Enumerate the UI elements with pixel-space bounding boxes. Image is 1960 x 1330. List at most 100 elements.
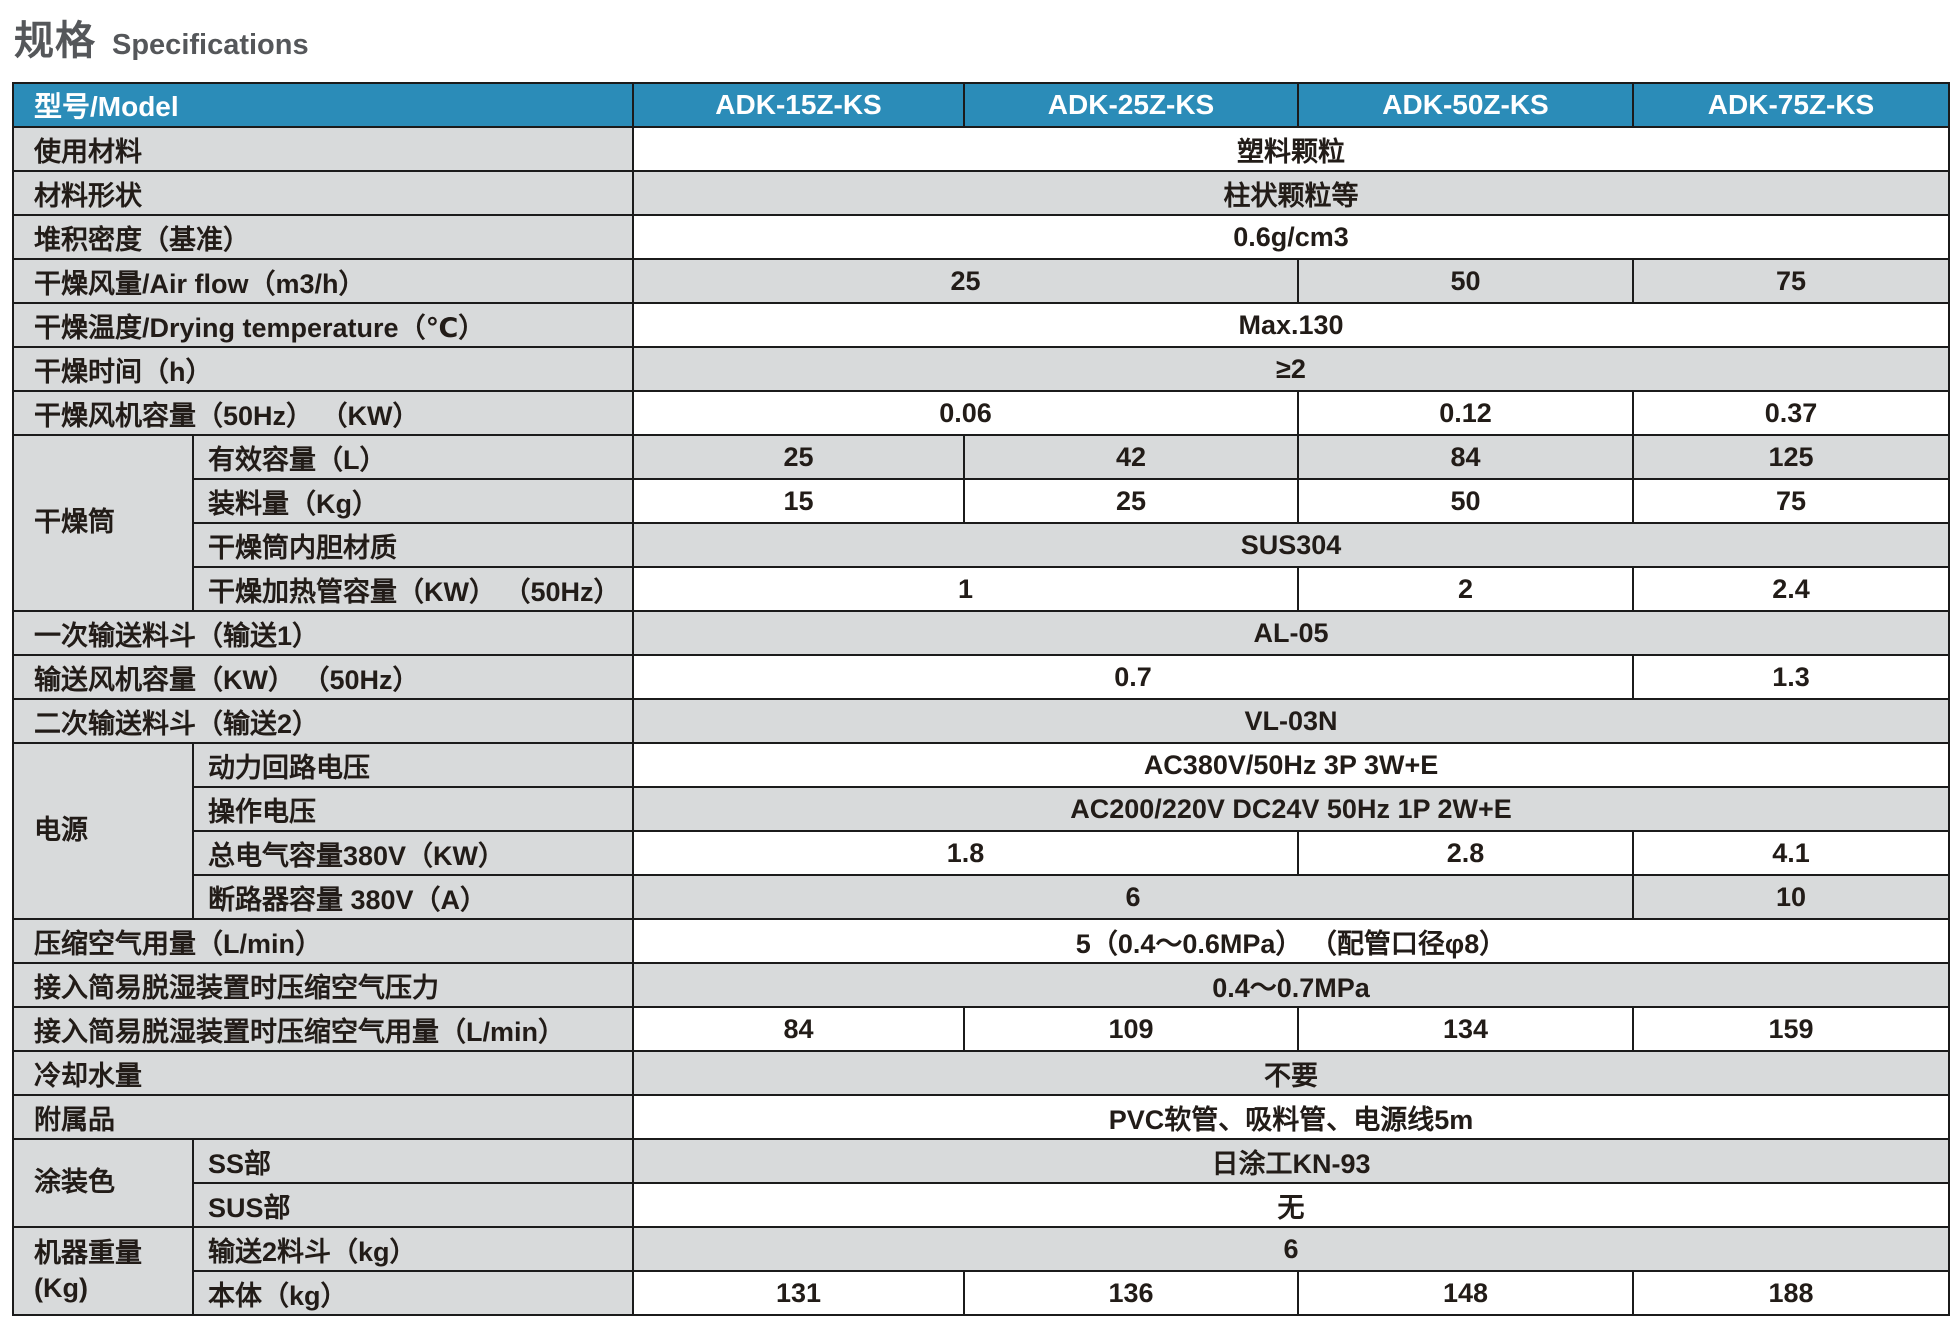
- spec-value: 50: [1297, 258, 1635, 304]
- spec-value: 188: [1632, 1270, 1951, 1316]
- header-model-label: 型号/Model: [11, 82, 635, 128]
- table-row: 输送风机容量（KW） （50Hz） 0.7 1.3: [11, 654, 1951, 700]
- spec-value: AC200/220V DC24V 50Hz 1P 2W+E: [632, 786, 1951, 832]
- table-row: 使用材料 塑料颗粒: [11, 126, 1951, 172]
- table-row: 干燥风量/Air flow（m3/h） 25 50 75: [11, 258, 1951, 304]
- spec-value: 131: [632, 1270, 966, 1316]
- spec-value: 42: [963, 434, 1300, 480]
- spec-label: 接入简易脱湿装置时压缩空气压力: [11, 962, 635, 1008]
- spec-value: 25: [632, 434, 966, 480]
- table-row: 材料形状 柱状颗粒等: [11, 170, 1951, 216]
- spec-sublabel: 干燥筒内胆材质: [191, 522, 635, 568]
- spec-value: 25: [632, 258, 1300, 304]
- spec-value: 2: [1297, 566, 1635, 612]
- spec-value: 84: [1297, 434, 1635, 480]
- spec-value: 134: [1297, 1006, 1635, 1052]
- spec-value: 109: [963, 1006, 1300, 1052]
- spec-sublabel: 操作电压: [191, 786, 635, 832]
- table-row: 附属品 PVC软管、吸料管、电源线5m: [11, 1094, 1951, 1140]
- table-row: 干燥筒 有效容量（L） 25 42 84 125: [12, 434, 1951, 612]
- header-model-adk-50z-ks: ADK-50Z-KS: [1297, 82, 1635, 128]
- page-title: 规格 Specifications: [14, 8, 1960, 66]
- spec-value: 1.8: [632, 830, 1300, 876]
- spec-value: 75: [1632, 478, 1951, 524]
- spec-value: AL-05: [632, 610, 1951, 656]
- table-row: 机器重量 (Kg) 输送2料斗（kg） 6: [12, 1226, 1951, 1316]
- table-row: 接入简易脱湿装置时压缩空气用量（L/min） 84 109 134 159: [11, 1006, 1951, 1052]
- table-row: 本体（kg） 131 136 148 188: [13, 1270, 1951, 1316]
- spec-value: 2.4: [1632, 566, 1951, 612]
- table-row: 装料量（Kg） 15 25 50 75: [13, 478, 1951, 524]
- spec-value: 0.37: [1632, 390, 1951, 436]
- spec-label: 使用材料: [11, 126, 635, 172]
- spec-value: 84: [632, 1006, 966, 1052]
- page-title-zh: 规格: [14, 19, 96, 63]
- spec-sublabel: 有效容量（L）: [191, 434, 635, 480]
- table-row: 二次输送料斗（输送2） VL-03N: [11, 698, 1951, 744]
- spec-label: 干燥风量/Air flow（m3/h）: [11, 258, 635, 304]
- spec-sublabel: SUS部: [191, 1182, 635, 1228]
- spec-value: SUS304: [632, 522, 1951, 568]
- spec-label: 输送风机容量（KW） （50Hz）: [11, 654, 635, 700]
- spec-value: PVC软管、吸料管、电源线5m: [632, 1094, 1951, 1140]
- spec-value: 148: [1297, 1270, 1635, 1316]
- spec-label: 附属品: [11, 1094, 635, 1140]
- group-label-power: 电源: [12, 742, 194, 920]
- spec-label: 干燥时间（h）: [11, 346, 635, 392]
- spec-label: 二次输送料斗（输送2）: [11, 698, 635, 744]
- specifications-table: 型号/Model ADK-15Z-KS ADK-25Z-KS ADK-50Z-K…: [11, 82, 1951, 1316]
- table-row: 压缩空气用量（L/min） 5（0.4～0.6MPa） （配管口径φ8）: [11, 918, 1951, 964]
- spec-value: 50: [1297, 478, 1635, 524]
- table-header-row: 型号/Model ADK-15Z-KS ADK-25Z-KS ADK-50Z-K…: [11, 82, 1951, 128]
- table-row: 断路器容量 380V（A） 6 10: [13, 874, 1951, 920]
- group-label-dryer: 干燥筒: [12, 434, 194, 612]
- table-row: 干燥温度/Drying temperature（℃） Max.130: [11, 302, 1951, 348]
- page-title-en: Specifications: [112, 29, 309, 61]
- spec-value: ≥2: [632, 346, 1951, 392]
- spec-value: 塑料颗粒: [632, 126, 1951, 172]
- spec-value: 2.8: [1297, 830, 1635, 876]
- table-row: 操作电压 AC200/220V DC24V 50Hz 1P 2W+E: [13, 786, 1951, 832]
- spec-label: 接入简易脱湿装置时压缩空气用量（L/min）: [11, 1006, 635, 1052]
- spec-value: 6: [632, 874, 1635, 920]
- table-row: 接入简易脱湿装置时压缩空气压力 0.4～0.7MPa: [11, 962, 1951, 1008]
- table-row: SUS部 无: [13, 1182, 1951, 1228]
- spec-value: 0.4～0.7MPa: [632, 962, 1951, 1008]
- spec-value: 0.6g/cm3: [632, 214, 1951, 260]
- spec-value: 0.12: [1297, 390, 1635, 436]
- spec-value: 25: [963, 478, 1300, 524]
- spec-value: 0.7: [632, 654, 1635, 700]
- spec-label: 材料形状: [11, 170, 635, 216]
- spec-value: 1.3: [1632, 654, 1951, 700]
- spec-value: 6: [632, 1226, 1951, 1272]
- spec-label: 压缩空气用量（L/min）: [11, 918, 635, 964]
- spec-sublabel: 断路器容量 380V（A）: [191, 874, 635, 920]
- table-row: 总电气容量380V（KW） 1.8 2.8 4.1: [13, 830, 1951, 876]
- spec-label: 冷却水量: [11, 1050, 635, 1096]
- header-model-adk-15z-ks: ADK-15Z-KS: [632, 82, 966, 128]
- spec-value: 136: [963, 1270, 1300, 1316]
- table-row: 干燥加热管容量（KW） （50Hz） 1 2 2.4: [13, 566, 1951, 612]
- table-row: 冷却水量 不要: [11, 1050, 1951, 1096]
- spec-value: 0.06: [632, 390, 1300, 436]
- spec-value: 159: [1632, 1006, 1951, 1052]
- group-label-weight: 机器重量 (Kg): [12, 1226, 194, 1316]
- spec-label: 干燥风机容量（50Hz） （KW）: [11, 390, 635, 436]
- spec-value: Max.130: [632, 302, 1951, 348]
- spec-sublabel: 总电气容量380V（KW）: [191, 830, 635, 876]
- table-row: 干燥风机容量（50Hz） （KW） 0.06 0.12 0.37: [11, 390, 1951, 436]
- spec-label: 一次输送料斗（输送1）: [11, 610, 635, 656]
- group-label-weight-line1: 机器重量: [34, 1237, 142, 1268]
- spec-value: AC380V/50Hz 3P 3W+E: [632, 742, 1951, 788]
- table-row: 涂装色 SS部 日涂工KN-93: [12, 1138, 1951, 1228]
- spec-value: 125: [1632, 434, 1951, 480]
- spec-value: 1: [632, 566, 1300, 612]
- group-label-coating: 涂装色: [12, 1138, 194, 1228]
- header-model-adk-25z-ks: ADK-25Z-KS: [963, 82, 1300, 128]
- spec-value: 4.1: [1632, 830, 1951, 876]
- spec-sublabel: 干燥加热管容量（KW） （50Hz）: [191, 566, 635, 612]
- spec-value: 柱状颗粒等: [632, 170, 1951, 216]
- spec-sublabel: 输送2料斗（kg）: [191, 1226, 635, 1272]
- spec-sublabel: 装料量（Kg）: [191, 478, 635, 524]
